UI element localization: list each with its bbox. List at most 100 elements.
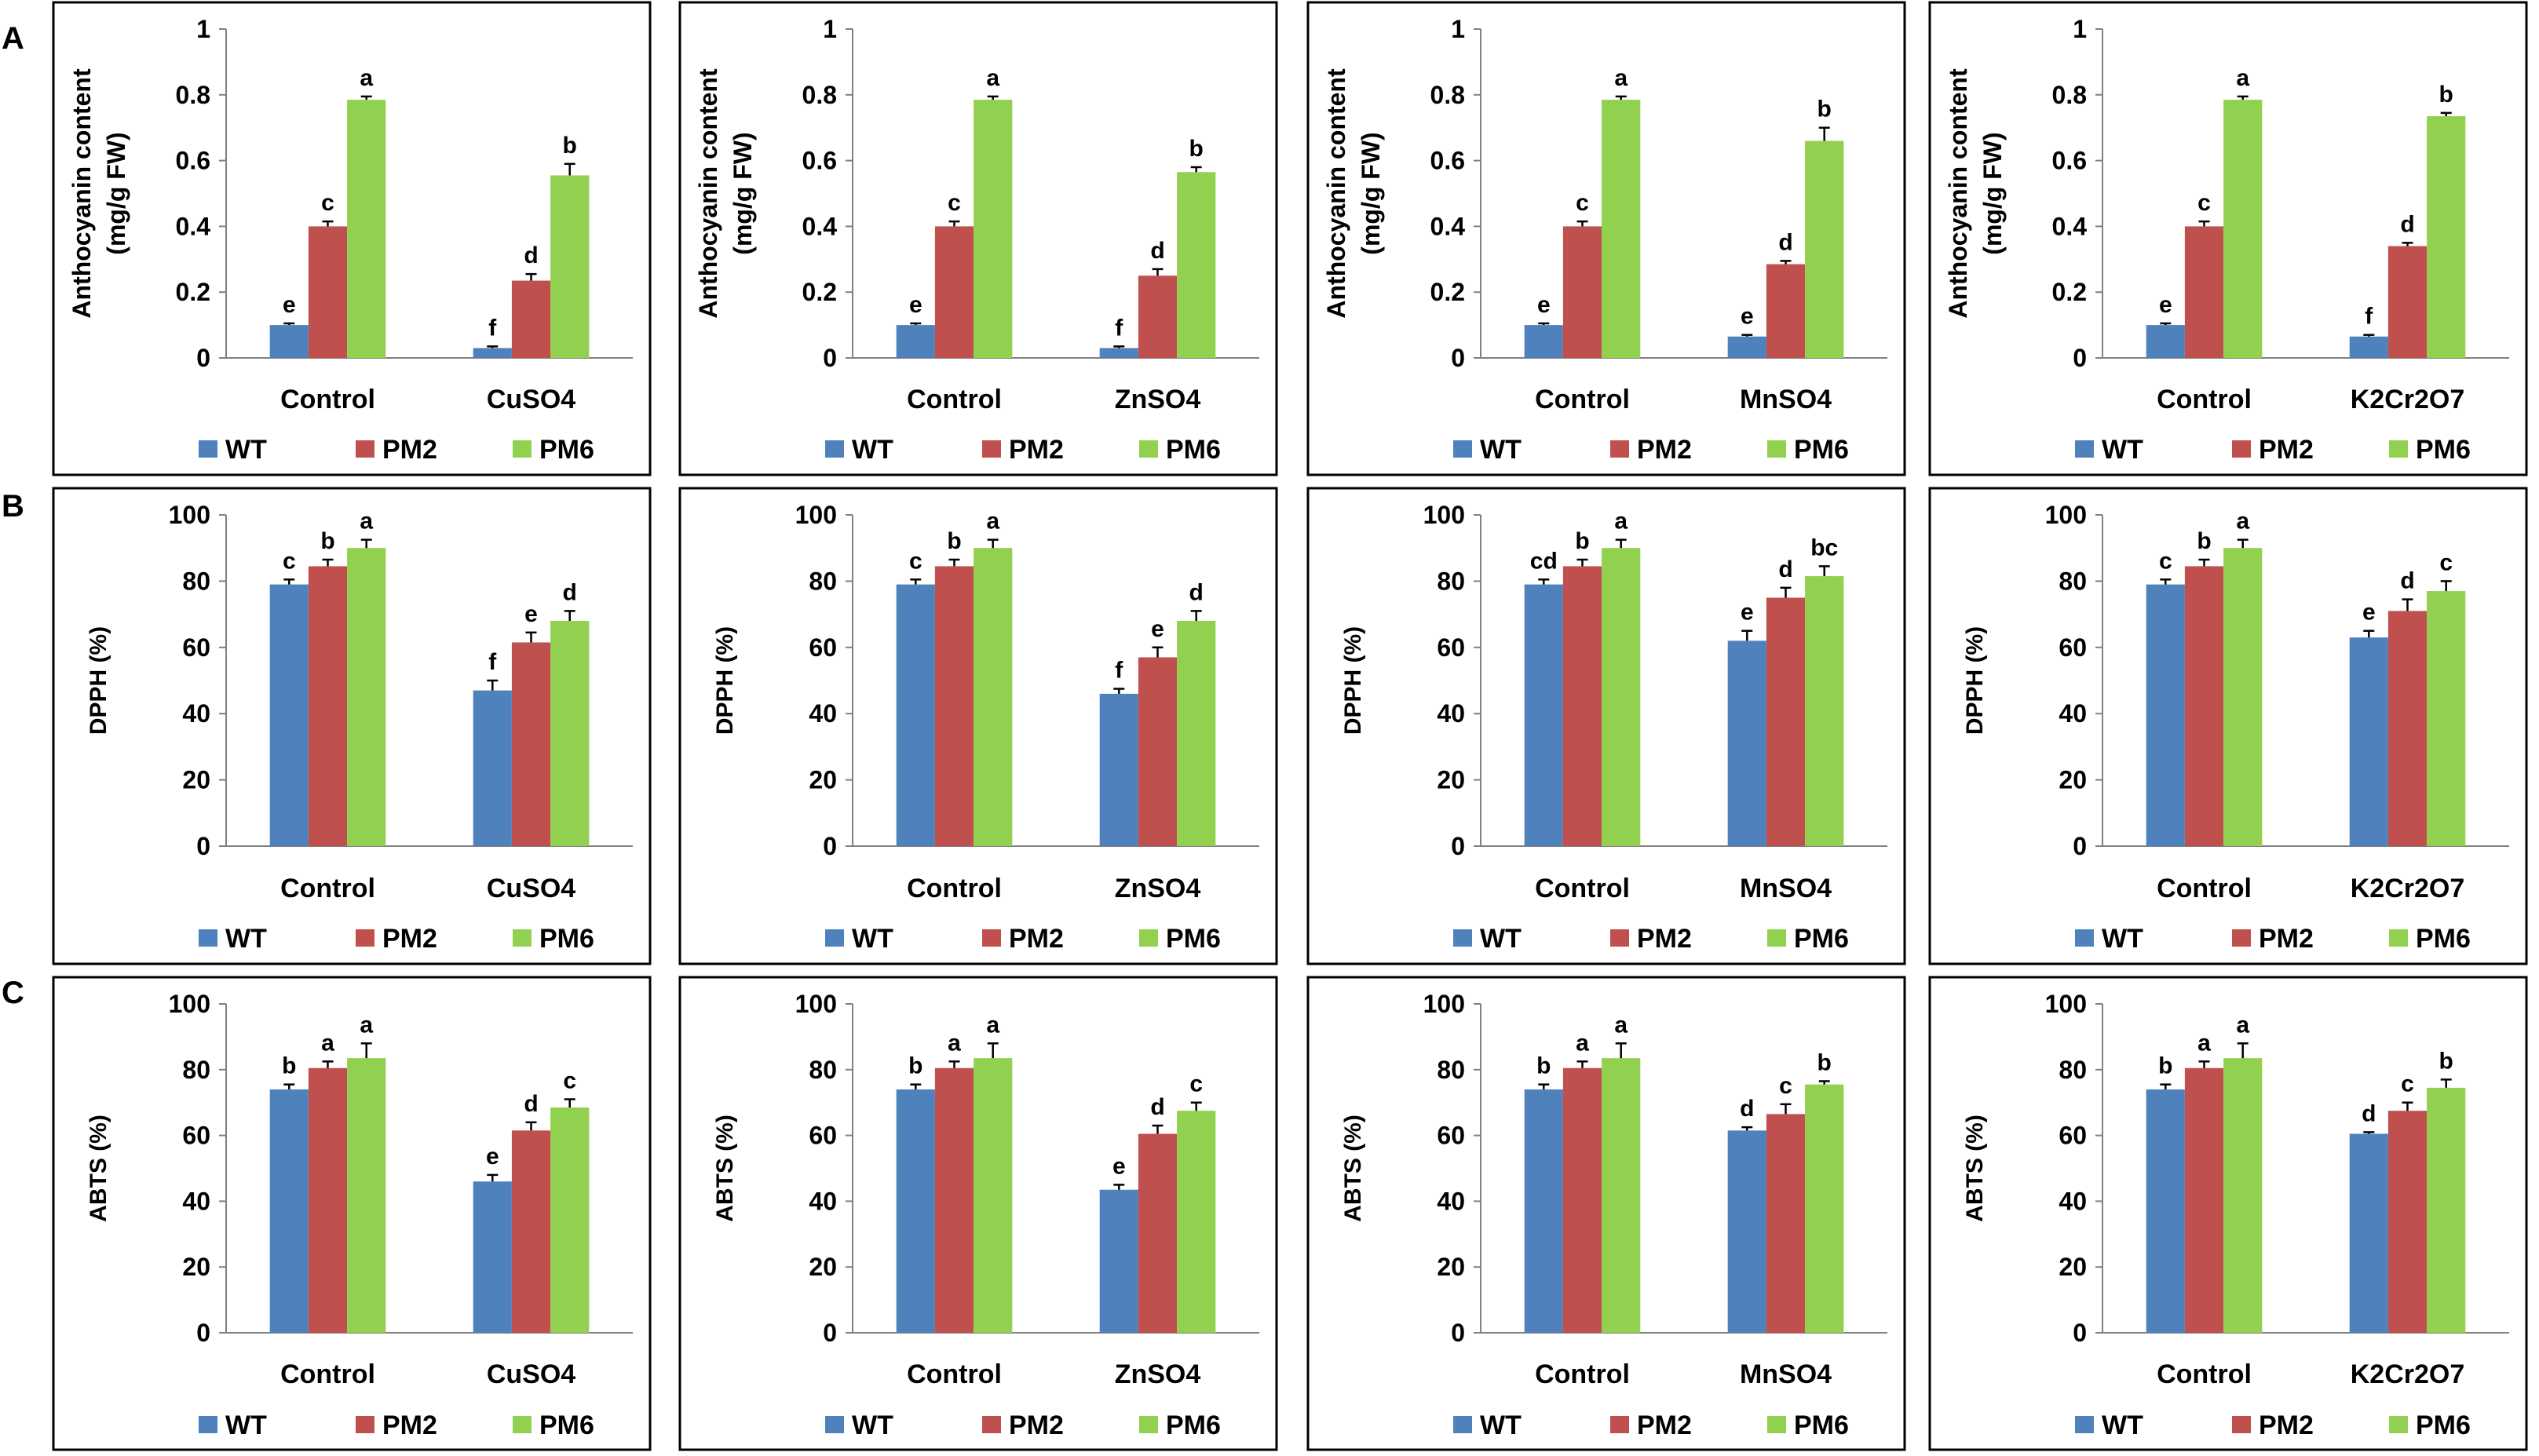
y-tick-label: 80 bbox=[809, 567, 837, 595]
y-tick-label: 20 bbox=[182, 1253, 210, 1281]
legend-swatch-pm2 bbox=[2232, 929, 2251, 947]
bar-pm2-znso4 bbox=[1138, 276, 1178, 358]
bar-pm6-control bbox=[974, 548, 1013, 846]
significance-letter: a bbox=[2236, 65, 2249, 91]
chart-panel-b-1: 0 20 40 60 80 100 DPPH (%) cba Control f ed CuSO4 WT… bbox=[52, 487, 652, 965]
legend-label-pm2: PM2 bbox=[1637, 1410, 1692, 1440]
y-tick-label: 100 bbox=[2045, 501, 2087, 529]
x-category-label: Control bbox=[280, 874, 375, 903]
bar-pm6-mnso4 bbox=[1805, 140, 1844, 358]
x-category-label: CuSO4 bbox=[487, 874, 575, 903]
y-axis-title: DPPH (%) bbox=[712, 626, 738, 735]
bar-wt-control bbox=[896, 1089, 935, 1333]
legend-swatch-wt bbox=[1453, 440, 1472, 458]
y-tick-label: 1 bbox=[196, 15, 210, 43]
bar-pm6-control bbox=[974, 1058, 1013, 1333]
significance-letter: c bbox=[2159, 548, 2172, 574]
bar-pm2-cuso4 bbox=[511, 1130, 551, 1333]
significance-letter: b bbox=[2439, 1048, 2453, 1074]
bar-wt-k2cr2o7 bbox=[2349, 336, 2388, 358]
bar-pm6-control bbox=[974, 100, 1013, 359]
legend-label-pm6: PM6 bbox=[1794, 1410, 1849, 1440]
significance-letter: a bbox=[2197, 1030, 2211, 1056]
x-category-label: Control bbox=[907, 874, 1002, 903]
significance-letter: c bbox=[1779, 1073, 1792, 1099]
y-tick-label: 0 bbox=[196, 344, 210, 372]
bar-wt-k2cr2o7 bbox=[2349, 1133, 2388, 1333]
y-tick-label: 0 bbox=[1451, 344, 1465, 372]
y-tick-label: 40 bbox=[1437, 699, 1465, 728]
bar-pm2-control bbox=[308, 566, 348, 846]
legend-swatch-wt bbox=[199, 1416, 217, 1433]
bar-pm2-control bbox=[2184, 1067, 2224, 1333]
significance-letter: b bbox=[2158, 1053, 2172, 1079]
legend-label-wt: WT bbox=[1480, 924, 1522, 954]
significance-letter: a bbox=[1614, 509, 1628, 535]
bar-pm6-control bbox=[2223, 100, 2263, 359]
legend-label-pm6: PM6 bbox=[1166, 1410, 1221, 1440]
y-tick-label: 100 bbox=[795, 990, 837, 1018]
bar-pm6-znso4 bbox=[1177, 1111, 1216, 1333]
x-category-label: Control bbox=[280, 1359, 375, 1389]
row-label-c: C bbox=[2, 976, 24, 1010]
significance-letter: d bbox=[1150, 238, 1164, 264]
y-axis-title: DPPH (%) bbox=[86, 626, 111, 735]
y-tick-label: 60 bbox=[809, 1122, 837, 1150]
y-tick-label: 100 bbox=[2045, 990, 2087, 1018]
chart-panel-b-2: 0 20 40 60 80 100 DPPH (%) cba Control f ed ZnSO4 WT… bbox=[678, 487, 1278, 965]
y-tick-label: 0 bbox=[823, 832, 837, 860]
legend-swatch-pm6 bbox=[2389, 1416, 2408, 1433]
significance-letter: b bbox=[1817, 97, 1832, 122]
y-axis-title-line2: (mg/g FW) bbox=[1357, 132, 1385, 254]
significance-letter: a bbox=[2236, 509, 2249, 535]
y-axis-title-line1: Anthocyanin content bbox=[694, 68, 722, 319]
x-category-label: CuSO4 bbox=[487, 385, 575, 414]
y-tick-label: 0.4 bbox=[176, 212, 211, 240]
legend-swatch-pm2 bbox=[982, 1416, 1001, 1433]
bar-pm6-control bbox=[347, 1058, 386, 1333]
y-tick-label: 0 bbox=[823, 1319, 837, 1347]
significance-letter: a bbox=[1614, 1012, 1628, 1038]
bar-wt-cuso4 bbox=[473, 348, 512, 358]
bar-pm6-control bbox=[2223, 1058, 2263, 1333]
legend-label-pm6: PM6 bbox=[2416, 924, 2471, 954]
y-axis-title: ABTS (%) bbox=[1962, 1115, 1988, 1222]
legend-label-pm6: PM6 bbox=[539, 1410, 594, 1440]
bar-wt-control bbox=[896, 325, 935, 358]
x-category-label: Control bbox=[907, 1359, 1002, 1389]
chart-panel-a-4: 0 0.2 0.4 0.6 0.8 1 Anthocyanin content (mg/g F… bbox=[1928, 1, 2528, 476]
significance-letter: d bbox=[2400, 211, 2414, 237]
significance-letter: a bbox=[948, 1030, 961, 1056]
y-tick-label: 0.8 bbox=[176, 81, 210, 109]
x-category-label: Control bbox=[280, 385, 375, 414]
legend-label-pm6: PM6 bbox=[2416, 435, 2471, 465]
bar-wt-control bbox=[269, 325, 309, 358]
significance-letter: d bbox=[524, 243, 538, 268]
significance-letter: b bbox=[2197, 528, 2211, 554]
x-category-label: Control bbox=[2157, 1359, 2252, 1389]
bar-pm2-control bbox=[1562, 566, 1602, 846]
bar-wt-control bbox=[2146, 584, 2185, 846]
bar-wt-znso4 bbox=[1099, 1189, 1138, 1333]
y-tick-label: 80 bbox=[2059, 567, 2087, 595]
significance-letter: d bbox=[2362, 1100, 2376, 1126]
legend-swatch-wt bbox=[2075, 929, 2094, 947]
bar-pm2-k2cr2o7 bbox=[2387, 1111, 2428, 1333]
bar-wt-cuso4 bbox=[473, 1181, 512, 1333]
y-tick-label: 40 bbox=[809, 1187, 837, 1215]
legend-label-pm6: PM6 bbox=[1166, 435, 1221, 465]
significance-letter: a bbox=[986, 509, 999, 535]
y-tick-label: 20 bbox=[809, 766, 837, 794]
significance-letter: f bbox=[488, 649, 497, 675]
legend-swatch-pm6 bbox=[513, 1416, 532, 1433]
significance-letter: a bbox=[360, 1012, 373, 1038]
legend-swatch-pm2 bbox=[356, 440, 374, 458]
bar-pm2-znso4 bbox=[1138, 1133, 1178, 1333]
legend-label-wt: WT bbox=[1480, 435, 1522, 465]
legend-swatch-wt bbox=[199, 440, 217, 458]
legend-label-pm2: PM2 bbox=[1637, 924, 1692, 954]
y-tick-label: 0 bbox=[196, 1319, 210, 1347]
y-axis-title: DPPH (%) bbox=[1340, 626, 1366, 735]
